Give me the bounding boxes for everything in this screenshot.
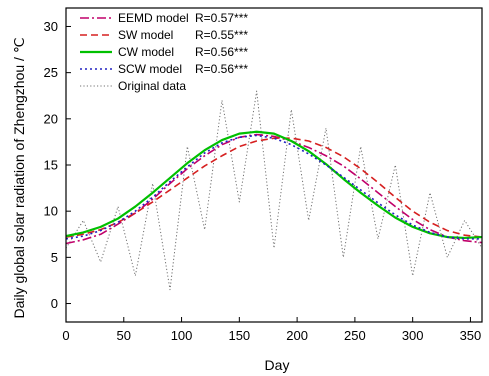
y-tick-label: 25 (44, 65, 58, 80)
legend-entry-scw-model: SCW model (118, 62, 182, 76)
y-tick-label: 30 (44, 19, 58, 34)
y-tick-label: 10 (44, 204, 58, 219)
series-line-cw-model (65, 130, 483, 240)
legend-r-value-eemd-model: R=0.57*** (195, 11, 248, 25)
x-tick-label: 0 (62, 328, 69, 343)
legend-entry-original-data: Original data (118, 79, 186, 93)
y-axis-label: Daily global solar radiation of Zhengzho… (11, 37, 27, 318)
x-tick-label: 350 (460, 328, 482, 343)
legend-entry-eemd-model: EEMD model (118, 11, 189, 25)
series-line-eemd-model (65, 133, 483, 245)
y-tick-label: 15 (44, 158, 58, 173)
legend: EEMD model R=0.57*** SW model R=0.55*** CW m… (80, 11, 248, 93)
x-tick-label: 150 (228, 328, 250, 343)
y-tick-label: 5 (51, 250, 58, 265)
y-tick-label: 0 (51, 296, 58, 311)
x-tick-label: 100 (171, 328, 193, 343)
legend-entry-cw-model: CW model (118, 45, 174, 59)
legend-r-value-scw-model: R=0.56*** (195, 62, 248, 76)
series-line-sw-model (65, 137, 483, 238)
x-axis-label: Day (265, 357, 290, 373)
x-tick-label: 250 (344, 328, 366, 343)
legend-entry-sw-model: SW model (118, 28, 173, 42)
legend-r-value-sw-model: R=0.55*** (195, 28, 248, 42)
y-tick-label: 20 (44, 111, 58, 126)
axes: 0 50 100 150 200 250 300 350 0 5 10 15 20 25 30 (44, 7, 483, 343)
x-tick-label: 200 (286, 328, 308, 343)
x-tick-label: 50 (117, 328, 131, 343)
x-tick-label: 300 (402, 328, 424, 343)
series-line-scw-model (65, 134, 482, 240)
plot-background (66, 8, 482, 322)
legend-r-value-cw-model: R=0.56*** (195, 45, 248, 59)
series-group (65, 90, 483, 291)
plot-area (66, 8, 482, 322)
